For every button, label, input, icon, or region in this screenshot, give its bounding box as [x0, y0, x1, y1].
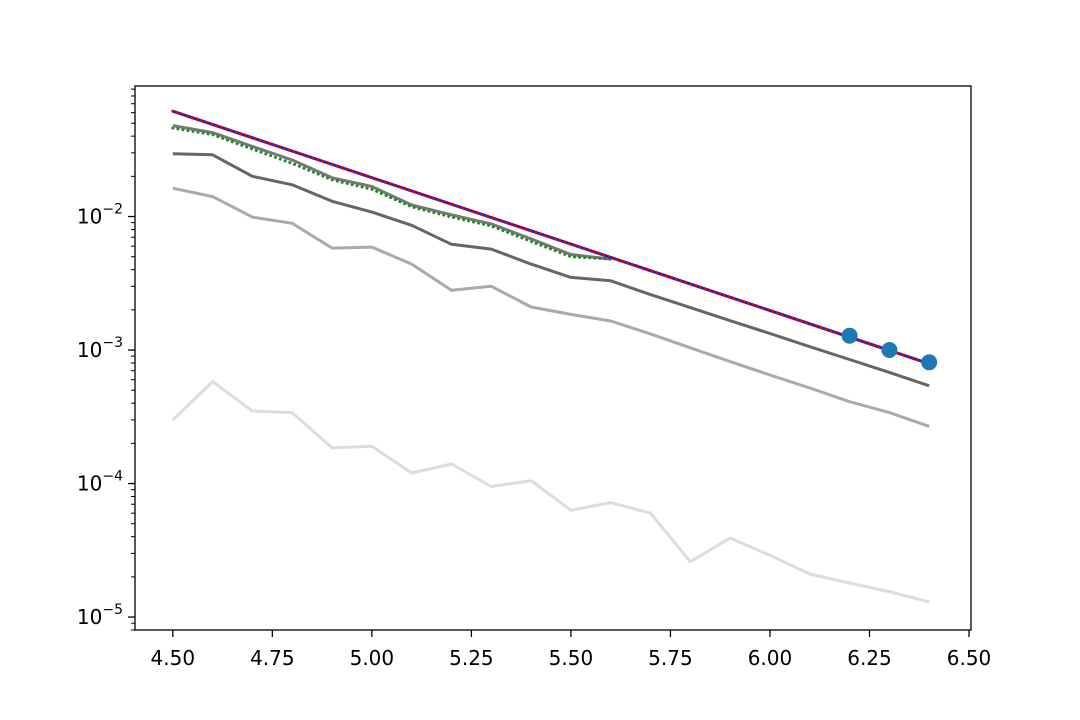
y-tick-label: 10−5: [77, 602, 123, 629]
marker-point: [921, 354, 938, 371]
marker-point: [841, 327, 858, 344]
plot-area: [171, 109, 938, 604]
x-tick-label: 6.25: [847, 646, 892, 670]
x-tick-label: 5.25: [449, 646, 494, 670]
y-tick-label: 10−2: [77, 202, 123, 229]
x-tick-label: 6.00: [748, 646, 793, 670]
x-tick-label: 5.75: [648, 646, 693, 670]
series-line-1: [172, 186, 930, 428]
x-tick-label: 5.50: [549, 646, 594, 670]
y-tick-label: 10−4: [77, 469, 123, 496]
series-line-2: [172, 152, 930, 388]
series-line-3: [172, 124, 611, 261]
axes-frame: [134, 85, 972, 631]
series-line-4: [171, 126, 613, 261]
x-tick-label: 6.50: [947, 646, 992, 670]
marker-point: [881, 342, 898, 358]
y-tick-label: 10−3: [77, 335, 123, 362]
x-tick-label: 4.50: [151, 646, 196, 670]
series-line-0: [171, 380, 930, 604]
x-tick-label: 5.00: [350, 646, 395, 670]
axes: 4.50 4.75 5.00 5.25 5.50 5.75 6.00 6.25 6.50 10−5…: [77, 88, 992, 670]
x-tick-label: 4.75: [250, 646, 295, 670]
series-line-6: [171, 109, 931, 366]
